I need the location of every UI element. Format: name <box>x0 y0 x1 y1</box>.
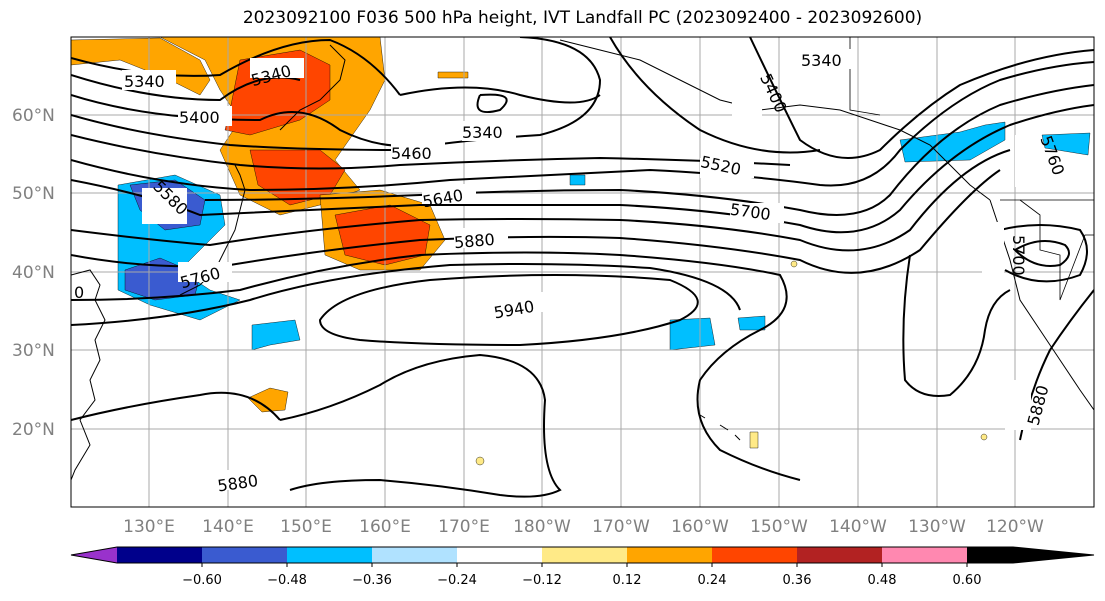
lat-label-50n: 50°N <box>12 184 55 204</box>
contour-label-edge: 0 <box>74 283 84 302</box>
contour-labels: 5340 5340 5340 5340 5400 5400 5460 5520 … <box>74 49 1068 496</box>
map-frame <box>70 36 1095 508</box>
contour-label-5880-a: 5880 <box>453 230 495 252</box>
ivt-positive-region-small-north <box>437 71 469 79</box>
colorbar-segment <box>287 547 372 563</box>
colorbar-segment <box>117 547 202 563</box>
contour-label-5400-a: 5400 <box>179 108 220 127</box>
lon-label-130w: 130°W <box>908 517 966 537</box>
colorbar-segment <box>627 547 712 563</box>
ivt-negative-region-hawaii-north <box>669 317 716 351</box>
lon-label-180w: 180°W <box>513 517 571 537</box>
ivt-negative-region-hawaii-east <box>737 315 766 331</box>
coast-alaska <box>559 39 991 201</box>
colorbar-segment <box>882 547 967 563</box>
ivt-negative-region-pnw-east <box>1041 132 1091 156</box>
contour-label-5700-b: 5700 <box>1009 235 1028 276</box>
longitude-labels: 130°E 140°E 150°E 160°E 170°E 180°W 170°… <box>123 517 1044 537</box>
coastlines <box>71 37 1094 481</box>
lon-label-150w: 150°W <box>750 517 808 537</box>
lon-label-160w: 160°W <box>671 517 729 537</box>
ivt-negative-region-small <box>569 174 586 186</box>
colorbar-tick-label: 0.24 <box>698 573 727 588</box>
coast-kamchatka <box>279 44 346 131</box>
contour-label-5340-c: 5340 <box>462 123 503 142</box>
colorbar-segment <box>202 547 287 563</box>
coast-hawaii <box>699 414 741 441</box>
ivt-weak-positive-dot-3 <box>980 433 988 441</box>
colorbar-tick-label: 0.60 <box>953 573 982 588</box>
colorbar-tick-label: 0.12 <box>613 573 642 588</box>
colorbar-tick-label: 0.36 <box>783 573 812 588</box>
colorbar: −0.60 −0.48 −0.36 −0.24 −0.12 0.12 0.24 … <box>70 546 1095 588</box>
lon-label-120w: 120°W <box>986 517 1044 537</box>
colorbar-segment <box>457 547 542 563</box>
ivt-weak-positive-dot-1 <box>749 431 759 449</box>
colorbar-segment <box>712 547 797 563</box>
ivt-weak-positive-dot-2 <box>475 456 485 466</box>
colorbar-tick-label: −0.24 <box>437 573 477 588</box>
lon-label-160e: 160°E <box>359 517 411 537</box>
colorbar-tick-label: 0.48 <box>868 573 897 588</box>
colorbar-segment <box>372 547 457 563</box>
map-title: 2023092100 F036 500 hPa height, IVT Land… <box>242 8 923 28</box>
colorbar-tick-label: −0.60 <box>182 573 222 588</box>
ivt-positive-region-subtropical <box>247 387 289 413</box>
lat-label-40n: 40°N <box>12 263 55 283</box>
coast-asia <box>71 269 106 481</box>
ivt-negative-region-south-japan <box>251 319 301 351</box>
contour-label-5460: 5460 <box>391 144 432 163</box>
ivt-weak-positive-dot-4 <box>790 260 798 268</box>
colorbar-tick-label: −0.12 <box>522 573 562 588</box>
lon-label-140e: 140°E <box>202 517 254 537</box>
colorbar-extend-low <box>71 547 117 563</box>
contour-label-5340-d: 5340 <box>801 51 842 70</box>
lat-label-30n: 30°N <box>12 341 55 361</box>
lat-label-60n: 60°N <box>12 106 55 126</box>
lon-label-170w: 170°W <box>592 517 650 537</box>
lon-label-130e: 130°E <box>123 517 175 537</box>
colorbar-tick-label: −0.36 <box>352 573 392 588</box>
colorbar-extend-high <box>967 547 1094 563</box>
colorbar-tick-label: −0.48 <box>267 573 307 588</box>
border-states <box>1019 199 1094 301</box>
colorbar-ticks <box>201 563 968 567</box>
colorbar-segment <box>797 547 882 563</box>
colorbar-segment <box>542 547 627 563</box>
lat-label-20n: 20°N <box>12 420 55 440</box>
lon-label-170e: 170°E <box>438 517 490 537</box>
latitude-labels: 60°N 50°N 40°N 30°N 20°N <box>12 106 55 440</box>
ivt-negative-region-pnw <box>899 121 1006 163</box>
lon-label-140w: 140°W <box>829 517 887 537</box>
contour-label-5340-a: 5340 <box>124 72 165 91</box>
lon-label-150e: 150°E <box>280 517 332 537</box>
